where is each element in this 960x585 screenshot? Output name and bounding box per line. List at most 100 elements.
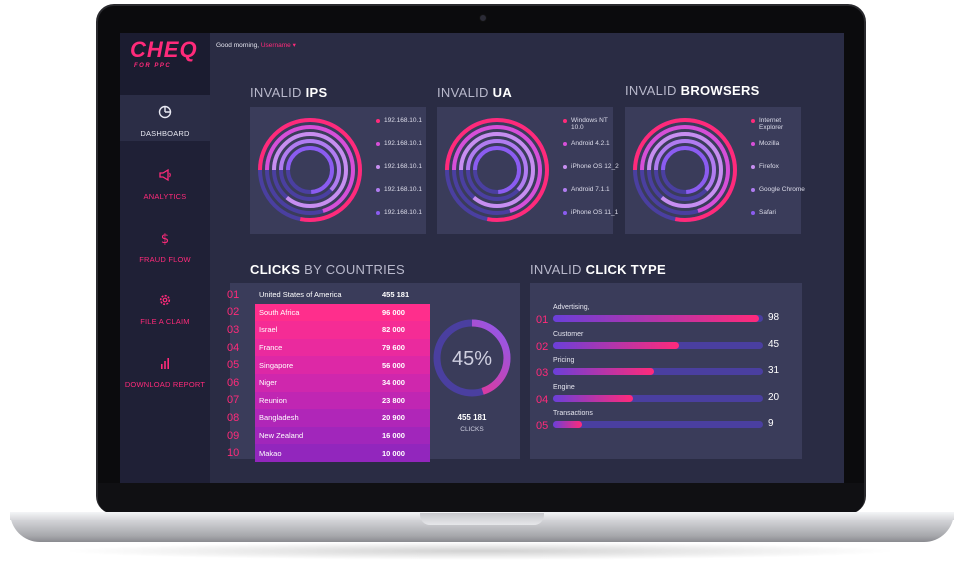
- country-rank: 07: [227, 394, 240, 407]
- country-rank: 03: [227, 323, 240, 336]
- sidebar-item-file-a-claim[interactable]: FILE A CLAIM: [120, 283, 210, 331]
- country-name: Israel: [259, 325, 278, 335]
- ring-arc: [647, 132, 723, 208]
- legend-dot: [563, 211, 567, 215]
- greeting: Good morning, Username ▾: [216, 41, 296, 49]
- ring-arc: [445, 118, 549, 222]
- country-row[interactable]: 07 Reunion 23 800: [227, 391, 430, 410]
- sidebar-item-fraud-flow[interactable]: $ FRAUD FLOW: [120, 221, 210, 269]
- country-name: Niger: [259, 378, 277, 388]
- country-value: 10 000: [382, 448, 405, 458]
- ring-arc: [661, 146, 709, 194]
- sidebar-item-label: FRAUD FLOW: [139, 255, 191, 264]
- clicktype-rank: 03: [536, 367, 549, 379]
- clicktype-fill: [553, 421, 583, 428]
- brand-logo[interactable]: CHEQ FOR PPC: [120, 33, 210, 95]
- clicktype-fill: [553, 315, 759, 322]
- country-rank: 09: [227, 429, 240, 442]
- sidebar-item-label: ANALYTICS: [143, 192, 187, 201]
- country-row[interactable]: 05 Singapore 56 000: [227, 356, 430, 374]
- clicktype-track: [553, 315, 763, 322]
- country-rank: 02: [227, 306, 240, 319]
- clicktype-value: 31: [768, 365, 780, 376]
- ring-arc: [452, 125, 542, 215]
- clicktype-row: 02 Customer 45: [536, 330, 796, 358]
- clicktype-fill: [553, 394, 633, 402]
- legend-dot: [563, 142, 567, 146]
- legend-item: iPhone OS 11_1: [563, 209, 619, 232]
- legend-label: Safari: [759, 209, 776, 216]
- country-name: United States of America: [259, 290, 342, 300]
- legend-item: Windows NT 10.0: [563, 117, 619, 140]
- legend-item: 192.168.10.1: [376, 163, 432, 186]
- legend-item: Android 4.2.1: [563, 140, 619, 163]
- country-row[interactable]: 04 France 79 600: [227, 338, 430, 357]
- clicktype-name: Pricing: [553, 357, 575, 364]
- legend-dot: [751, 188, 755, 192]
- legend-label: 192.168.10.1: [384, 140, 422, 147]
- country-row[interactable]: 09 New Zealand 16 000: [227, 426, 430, 445]
- country-name: New Zealand: [259, 431, 304, 441]
- legend-item: 192.168.10.1: [376, 186, 432, 209]
- legend-item: Internet Explorer: [751, 117, 807, 140]
- clicktype-row: 05 Transactions 9: [536, 410, 796, 437]
- country-row[interactable]: 10 Makao 10 000: [227, 444, 430, 462]
- legend-item: Firefox: [751, 163, 807, 186]
- sidebar-item-label: DASHBOARD: [140, 129, 190, 138]
- clicktype-bars: 01 Advertising, 98 02 Customer 45 03 Pricing 31 0…: [536, 304, 796, 455]
- sidebar-item-analytics[interactable]: ANALYTICS: [120, 158, 210, 206]
- ring-arc: [272, 132, 348, 208]
- svg-text:$: $: [161, 232, 169, 245]
- clicktype-name: Engine: [553, 383, 575, 391]
- country-row[interactable]: 06 Niger 34 000: [227, 374, 430, 392]
- country-row-bg: [255, 356, 430, 374]
- country-rank: 08: [227, 411, 240, 424]
- country-row[interactable]: 02 South Africa 96 000: [227, 303, 430, 322]
- countries-total-label: CLICKS: [460, 426, 484, 433]
- clicktype-fill: [553, 341, 679, 349]
- ring-arc: [279, 139, 341, 201]
- country-value: 56 000: [382, 360, 405, 370]
- donut-percent: 45%: [452, 348, 492, 370]
- dollar-icon: $: [161, 232, 169, 245]
- country-value: 34 000: [382, 378, 405, 388]
- legend-dot: [751, 142, 755, 146]
- country-row-bg: [255, 409, 430, 427]
- country-name: Reunion: [259, 395, 287, 405]
- legend-dot: [751, 165, 755, 169]
- country-row[interactable]: 08 Bangladesh 20 900: [227, 409, 430, 427]
- invalid-ua-card: Windows NT 10.0 Android 4.2.1 iPhone OS 12…: [437, 107, 619, 234]
- bar-chart-icon: [161, 358, 169, 369]
- country-row-bg: [255, 426, 430, 445]
- legend-label: 192.168.10.1: [384, 209, 422, 216]
- clicktype-rank: 05: [536, 420, 549, 432]
- sidebar-item-label: FILE A CLAIM: [140, 317, 190, 326]
- country-row[interactable]: 01 United States of America 455 181: [227, 286, 430, 304]
- sidebar-item-dashboard[interactable]: DASHBOARD: [120, 95, 210, 141]
- legend-dot: [751, 211, 755, 215]
- country-row-bg: [255, 303, 430, 322]
- legend-dot: [563, 165, 567, 169]
- country-value: 96 000: [382, 307, 405, 317]
- clicktype-fill: [553, 368, 654, 375]
- ring-arc: [286, 146, 334, 194]
- ring-arc: [473, 146, 521, 194]
- legend-label: Android 7.1.1: [571, 186, 610, 193]
- legend-label: Mozilla: [759, 140, 780, 147]
- country-rank: 06: [227, 376, 240, 389]
- legend-item: 192.168.10.1: [376, 209, 432, 232]
- clicktype-track: [553, 368, 763, 375]
- countries-donut: 45%: [433, 319, 511, 397]
- clicktype-name: Customer: [553, 330, 584, 338]
- section-title-ips: INVALID IPS: [250, 85, 328, 100]
- legend-dot: [563, 188, 567, 192]
- legend-label: Windows NT 10.0: [571, 117, 608, 131]
- sidebar-item-download-report[interactable]: DOWNLOAD REPORT: [120, 346, 210, 394]
- legend-dot: [376, 211, 380, 215]
- country-rank: 04: [227, 341, 240, 354]
- browsers-ring-chart: [633, 118, 737, 222]
- country-row[interactable]: 03 Israel 82 000: [227, 321, 430, 339]
- user-menu[interactable]: Username ▾: [260, 42, 296, 49]
- country-name: Bangladesh: [259, 413, 299, 423]
- legend-label: Android 4.2.1: [571, 140, 610, 147]
